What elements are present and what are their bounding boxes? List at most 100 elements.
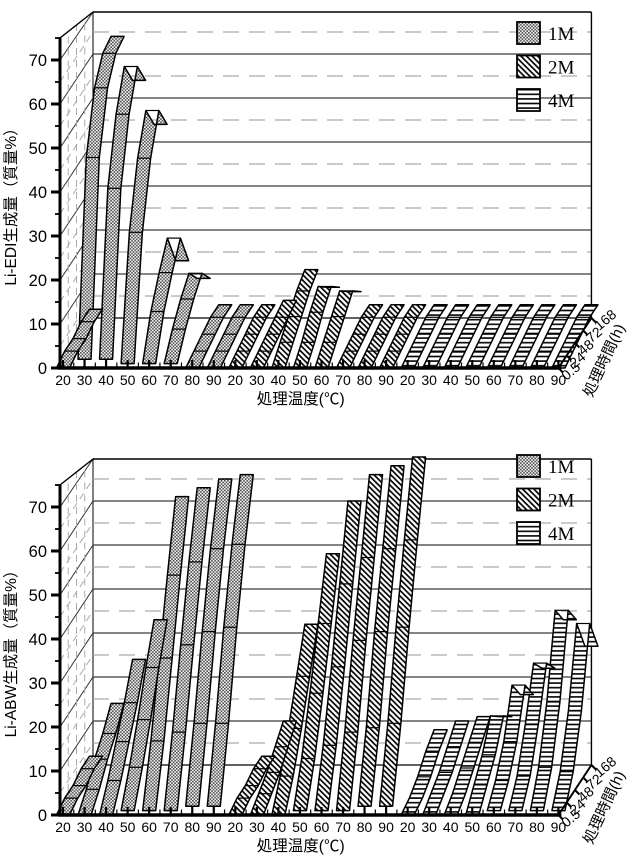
x-tick-label: 60 xyxy=(314,372,330,388)
x-axis-title: 処理温度(℃) xyxy=(257,837,345,855)
legend-label: 1M xyxy=(548,457,575,478)
x-tick-label: 50 xyxy=(464,372,480,388)
y-tick-label: 50 xyxy=(29,587,47,605)
x-tick-label: 40 xyxy=(98,819,114,835)
x-tick-label: 30 xyxy=(249,819,265,835)
legend-swatch-2M xyxy=(516,54,541,79)
y-tick-label: 10 xyxy=(29,763,47,781)
x-tick-label: 90 xyxy=(206,372,222,388)
ribbon-4M-40C xyxy=(443,304,491,369)
ribbon-1M-70C xyxy=(163,272,211,365)
x-tick-label: 50 xyxy=(292,372,308,388)
y-tick-label: 60 xyxy=(29,543,47,561)
series-4M xyxy=(400,609,599,816)
legend-swatch-2M xyxy=(516,487,541,512)
x-tick-label: 70 xyxy=(508,372,524,388)
series-2M xyxy=(228,456,427,816)
y-tick-label: 60 xyxy=(29,96,47,114)
legend-swatch-1M xyxy=(516,454,541,478)
series-2M xyxy=(228,268,427,369)
x-tick-label: 90 xyxy=(206,819,222,835)
x-tick-label: 80 xyxy=(529,819,545,835)
y-tick-label: 70 xyxy=(29,499,47,517)
legend-label: 2M xyxy=(548,58,575,79)
ribbon-1M-80C xyxy=(184,304,233,369)
ribbon-2M-50C xyxy=(292,285,341,369)
x-tick-label: 90 xyxy=(551,819,567,835)
x-tick-label: 30 xyxy=(421,372,437,388)
li-abw-chart: 0 10 20 30 40 50 60 70 20 30 40 50 60 70 80 90 20 30 40 50 6… xyxy=(2,454,629,855)
y-tick-label: 70 xyxy=(29,52,47,70)
ribbon-1M-60C xyxy=(141,237,190,365)
ribbon-4M-60C xyxy=(486,304,535,369)
series-1M xyxy=(55,473,255,816)
y-axis-title: Li-EDI生成量（質量%） xyxy=(2,120,20,285)
x-tick-label: 20 xyxy=(228,372,244,388)
legend-swatch-1M xyxy=(516,21,541,45)
y-tick-label: 10 xyxy=(29,316,47,334)
ribbon-1M-50C xyxy=(120,109,168,365)
ribbon-4M-50C xyxy=(465,715,513,816)
ribbon-4M-80C xyxy=(529,609,578,812)
ribbon-2M-80C xyxy=(357,465,405,807)
y-axis-title: Li-ABW生成量（質量%） xyxy=(2,563,20,738)
x-tick-label: 50 xyxy=(120,819,136,835)
axes xyxy=(51,484,597,821)
x-tick-label: 20 xyxy=(55,819,71,835)
ribbon-1M-40C xyxy=(98,65,147,360)
x-tick-label: 70 xyxy=(335,819,351,835)
y-tick-label: 40 xyxy=(29,631,47,649)
plot-frame xyxy=(59,458,593,765)
x-tick-label: 30 xyxy=(421,819,437,835)
ribbon-4M-60C xyxy=(486,684,535,812)
ribbon-2M-70C xyxy=(335,304,384,369)
legend-swatch-4M xyxy=(516,88,541,112)
x-tick-label: 70 xyxy=(508,819,524,835)
y-tick-label: 40 xyxy=(29,184,47,202)
ribbon-2M-80C xyxy=(357,304,405,369)
x-axis-title: 処理温度(℃) xyxy=(257,390,345,408)
tick-labels: 0 10 20 30 40 50 60 70 20 30 40 50 60 70 80 90 20 30 40 50 6… xyxy=(29,52,620,388)
ribbon-2M-90C xyxy=(378,456,427,807)
x-tick-label: 20 xyxy=(228,819,244,835)
x-tick-label: 70 xyxy=(163,819,179,835)
legend-label: 1M xyxy=(548,24,575,45)
plot-frame xyxy=(59,11,593,318)
ribbon-4M-30C xyxy=(421,304,470,369)
ribbon-4M-70C xyxy=(508,304,556,369)
ribbon-1M-70C xyxy=(163,487,211,812)
legend: 1M 2M 4M xyxy=(516,454,575,545)
ribbon-1M-30C xyxy=(77,35,125,360)
ribbon-4M-30C xyxy=(421,720,470,816)
x-tick-label: 60 xyxy=(314,819,330,835)
ribbon-1M-80C xyxy=(184,478,233,807)
x-tick-label: 90 xyxy=(378,372,394,388)
x-tick-label: 40 xyxy=(443,819,459,835)
x-tick-label: 60 xyxy=(486,819,502,835)
ribbon-2M-50C xyxy=(292,553,341,812)
ribbon-4M-50C xyxy=(465,304,513,369)
x-tick-label: 20 xyxy=(400,372,416,388)
x-tick-label: 80 xyxy=(184,372,200,388)
ribbon-2M-30C xyxy=(249,720,298,816)
x-tick-label: 30 xyxy=(77,819,93,835)
x-tick-label: 70 xyxy=(335,372,351,388)
ribbon-2M-20C xyxy=(228,304,276,369)
x-tick-label: 30 xyxy=(77,372,93,388)
ribbon-2M-60C xyxy=(314,290,362,369)
y-tick-label: 20 xyxy=(29,719,47,737)
x-tick-label: 80 xyxy=(357,819,373,835)
ribbon-4M-20C xyxy=(400,304,448,369)
ribbon-series xyxy=(55,456,599,816)
x-tick-label: 60 xyxy=(486,372,502,388)
x-tick-label: 60 xyxy=(141,372,157,388)
x-tick-label: 50 xyxy=(464,819,480,835)
ribbon-4M-70C xyxy=(508,662,556,812)
ribbon-2M-60C xyxy=(314,500,362,812)
tick-labels: 0 10 20 30 40 50 60 70 20 30 40 50 60 70 80 90 20 30 40 50 6… xyxy=(29,499,620,835)
legend-label: 2M xyxy=(548,491,575,512)
y-tick-label: 30 xyxy=(29,675,47,693)
series-4M xyxy=(400,304,599,369)
x-tick-label: 20 xyxy=(400,819,416,835)
